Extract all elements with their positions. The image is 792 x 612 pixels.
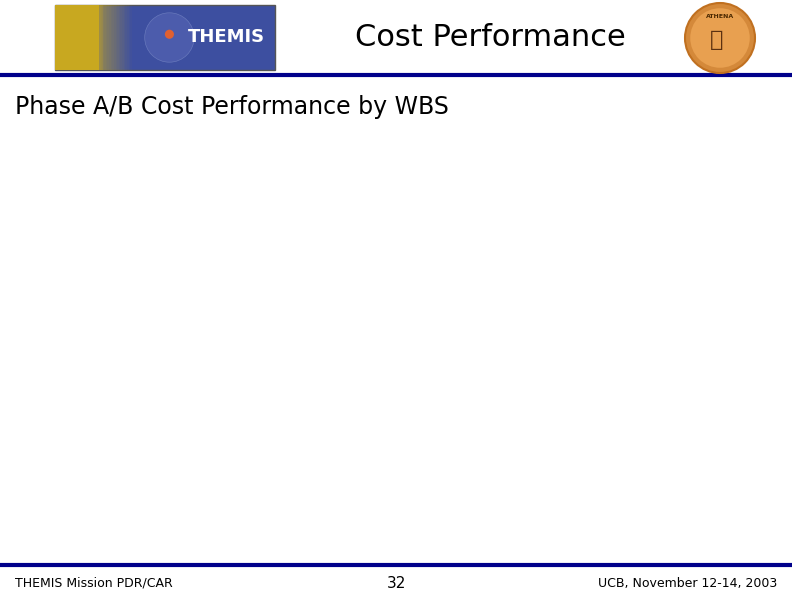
Text: UCB, November 12-14, 2003: UCB, November 12-14, 2003 <box>598 577 777 589</box>
Bar <box>75 5 77 70</box>
Bar <box>80 5 82 70</box>
Bar <box>61 5 63 70</box>
Bar <box>87 5 89 70</box>
Bar <box>111 5 112 70</box>
Bar <box>72 5 73 70</box>
Bar <box>68 5 70 70</box>
Bar <box>109 5 111 70</box>
Text: 32: 32 <box>386 575 406 591</box>
Bar <box>66 5 67 70</box>
Bar <box>116 5 117 70</box>
Bar <box>120 5 122 70</box>
Bar <box>122 5 124 70</box>
Bar <box>97 5 98 70</box>
Bar <box>114 5 116 70</box>
Bar <box>85 5 86 70</box>
Bar <box>74 5 75 70</box>
Bar <box>124 5 125 70</box>
Bar <box>59 5 60 70</box>
Bar <box>101 5 102 70</box>
Circle shape <box>165 30 174 39</box>
Bar <box>119 5 120 70</box>
Bar <box>125 5 127 70</box>
Bar <box>56 5 57 70</box>
Bar <box>99 5 101 70</box>
Bar <box>104 5 105 70</box>
Bar <box>55 5 275 70</box>
Text: THEMIS: THEMIS <box>188 29 265 47</box>
Bar <box>82 5 84 70</box>
Bar <box>101 5 102 70</box>
Bar <box>73 5 74 70</box>
Bar <box>78 5 79 70</box>
Bar <box>117 5 119 70</box>
Text: Cost Performance: Cost Performance <box>355 23 626 53</box>
Bar <box>102 5 104 70</box>
Bar <box>60 5 61 70</box>
Bar <box>127 5 128 70</box>
Bar <box>79 5 80 70</box>
Bar <box>96 5 97 70</box>
Bar <box>105 5 107 70</box>
Bar <box>55 5 99 70</box>
Bar <box>94 5 96 70</box>
Bar <box>55 5 56 70</box>
Bar <box>128 5 131 70</box>
Bar <box>63 5 65 70</box>
Bar <box>65 5 66 70</box>
Text: Phase A/B Cost Performance by WBS: Phase A/B Cost Performance by WBS <box>15 95 449 119</box>
Bar <box>70 5 72 70</box>
Text: ⛹: ⛹ <box>710 30 723 50</box>
Bar <box>91 5 92 70</box>
Bar <box>67 5 68 70</box>
Circle shape <box>691 8 750 68</box>
Circle shape <box>685 3 755 73</box>
Circle shape <box>145 13 194 62</box>
Bar <box>112 5 114 70</box>
Bar <box>86 5 87 70</box>
Bar <box>131 5 132 70</box>
Bar <box>93 5 94 70</box>
Bar <box>89 5 91 70</box>
Bar <box>77 5 78 70</box>
Bar <box>107 5 109 70</box>
Text: THEMIS Mission PDR/CAR: THEMIS Mission PDR/CAR <box>15 577 173 589</box>
Bar <box>98 5 100 70</box>
Bar <box>84 5 85 70</box>
Bar <box>92 5 93 70</box>
Bar <box>57 5 59 70</box>
Text: ATHENA: ATHENA <box>706 14 734 19</box>
Bar <box>102 5 103 70</box>
Bar <box>100 5 101 70</box>
